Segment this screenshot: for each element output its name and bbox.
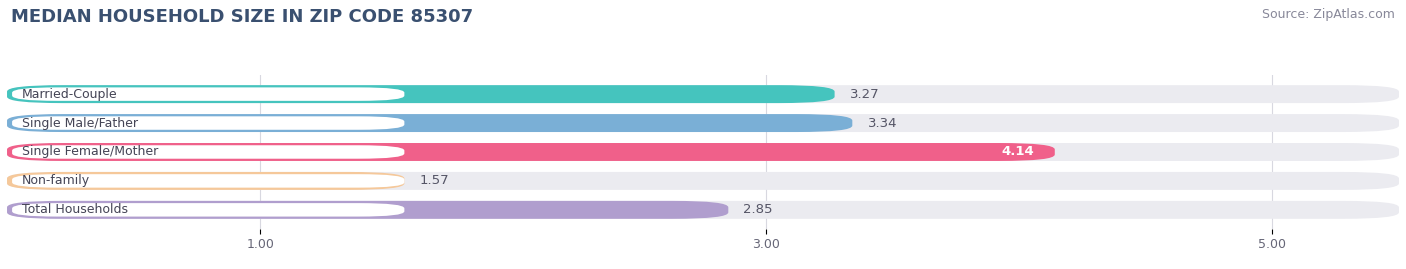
FancyBboxPatch shape bbox=[7, 85, 835, 103]
FancyBboxPatch shape bbox=[7, 114, 1399, 132]
FancyBboxPatch shape bbox=[13, 87, 405, 101]
Text: 4.14: 4.14 bbox=[1002, 146, 1035, 158]
Text: Single Female/Mother: Single Female/Mother bbox=[22, 146, 159, 158]
FancyBboxPatch shape bbox=[13, 203, 405, 217]
FancyBboxPatch shape bbox=[7, 172, 1399, 190]
FancyBboxPatch shape bbox=[13, 174, 405, 188]
FancyBboxPatch shape bbox=[7, 201, 728, 219]
FancyBboxPatch shape bbox=[13, 145, 405, 159]
Text: Total Households: Total Households bbox=[22, 203, 128, 216]
Text: Single Male/Father: Single Male/Father bbox=[22, 116, 138, 130]
FancyBboxPatch shape bbox=[7, 85, 1399, 103]
FancyBboxPatch shape bbox=[7, 143, 1399, 161]
Text: 3.27: 3.27 bbox=[849, 88, 879, 101]
Text: Non-family: Non-family bbox=[22, 174, 90, 187]
FancyBboxPatch shape bbox=[7, 201, 1399, 219]
FancyBboxPatch shape bbox=[7, 143, 1054, 161]
Text: 1.57: 1.57 bbox=[419, 174, 449, 187]
Text: 3.34: 3.34 bbox=[868, 116, 897, 130]
Text: 2.85: 2.85 bbox=[744, 203, 773, 216]
FancyBboxPatch shape bbox=[7, 114, 852, 132]
FancyBboxPatch shape bbox=[7, 172, 405, 190]
FancyBboxPatch shape bbox=[13, 116, 405, 130]
Text: MEDIAN HOUSEHOLD SIZE IN ZIP CODE 85307: MEDIAN HOUSEHOLD SIZE IN ZIP CODE 85307 bbox=[11, 8, 474, 26]
Text: Married-Couple: Married-Couple bbox=[22, 88, 118, 101]
Text: Source: ZipAtlas.com: Source: ZipAtlas.com bbox=[1261, 8, 1395, 21]
